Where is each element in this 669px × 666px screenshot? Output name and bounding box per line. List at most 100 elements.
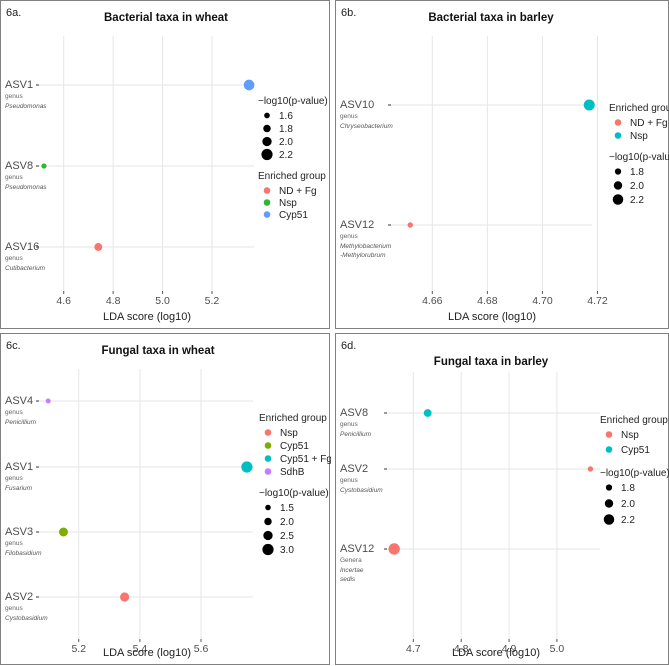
taxon-asv-label: ASV4 xyxy=(5,395,33,407)
data-point-asv3 xyxy=(58,527,68,537)
taxon-name-label: Filobasidium xyxy=(5,550,42,557)
taxon-rank-label: genus xyxy=(5,540,23,547)
color-legend-key xyxy=(264,468,272,475)
panel-6c: 6c. Fungal taxa in wheat 5.2 5.4 5.6 ASV4 ge… xyxy=(0,333,331,665)
size-legend-key xyxy=(263,124,271,133)
panel-6a: 6a. Bacterial taxa in wheat 4.6 4.8 5.0 5.2… xyxy=(0,0,330,329)
x-axis-label: LDA score (log10) xyxy=(103,647,191,659)
x-tick-label: 4.8 xyxy=(454,643,469,655)
panel-6b: 6b. Bacterial taxa in barley 4.66 4.68 4.7… xyxy=(335,0,669,329)
size-legend-key xyxy=(265,504,271,511)
legend: Enriched group Nsp Cyp51 Cyp51 + Fg SdhB −log… xyxy=(259,413,331,556)
plot-background xyxy=(39,36,254,291)
taxon-rank-label: genus xyxy=(5,174,23,181)
size-legend-label: 1.8 xyxy=(621,483,635,494)
color-legend-key xyxy=(614,119,622,126)
color-legend-label: Cyp51 xyxy=(280,441,309,452)
size-legend-label: 2.0 xyxy=(621,499,635,510)
size-legend-label: 1.6 xyxy=(279,111,293,122)
color-legend-label: ND + Fg xyxy=(630,118,668,129)
panel-tag: 6d. xyxy=(341,340,356,352)
data-point-asv16 xyxy=(94,243,103,251)
chart-6b: 6b. Bacterial taxa in barley 4.66 4.68 4.7… xyxy=(340,7,669,323)
size-legend-label: 2.0 xyxy=(630,181,644,192)
x-axis-label: LDA score (log10) xyxy=(448,311,536,323)
taxon-rank-label: genus xyxy=(5,255,23,262)
taxon-rank-label: genus xyxy=(5,605,23,612)
size-legend-key xyxy=(604,499,614,508)
color-legend-label: Cyp51 xyxy=(621,445,650,456)
panel-tag: 6c. xyxy=(6,340,21,352)
taxon-name-label: sedis xyxy=(340,576,356,583)
size-legend-label: 2.2 xyxy=(621,515,635,526)
size-legend-label: 2.0 xyxy=(279,137,293,148)
taxon-rank-label: genus xyxy=(340,233,358,240)
taxon-rank-label: genus xyxy=(5,93,23,100)
color-legend-key xyxy=(264,455,272,462)
plot-area: 4.7 4.8 4.9 5.0 ASV8 genus Penicillium ASV2 genu… xyxy=(340,372,600,655)
taxon-name-label: Penicillium xyxy=(340,431,372,438)
x-tick-label: 4.66 xyxy=(422,295,443,307)
size-legend-label: 1.8 xyxy=(630,167,644,178)
size-legend-label: 3.0 xyxy=(280,545,294,556)
data-point-asv12 xyxy=(407,222,413,228)
color-legend-title: Enriched group xyxy=(600,415,668,426)
taxon-name-label: Pseudomonas xyxy=(5,103,47,110)
plot-background xyxy=(39,369,253,639)
taxon-rank-label: genus xyxy=(340,477,358,484)
x-tick-label: 5.6 xyxy=(194,643,209,655)
size-legend-key xyxy=(603,514,615,525)
size-legend-key xyxy=(613,181,623,190)
size-legend-key xyxy=(262,136,272,147)
taxon-name-label: Cutibacterium xyxy=(5,265,46,272)
color-legend-title: Enriched group xyxy=(259,413,327,424)
taxon-rank-label: Genera xyxy=(340,557,362,564)
panel-tag: 6a. xyxy=(6,7,21,19)
taxon-asv-label: ASV1 xyxy=(5,461,33,473)
color-legend-key xyxy=(263,211,271,218)
data-point-asv1 xyxy=(243,79,255,91)
chart-6c: 6c. Fungal taxa in wheat 5.2 5.4 5.6 ASV4 ge… xyxy=(5,340,331,659)
plot-area: 4.6 4.8 5.0 5.2 ASV1 genus Pseudomonas ASV8 genu… xyxy=(5,36,255,307)
x-tick-label: 5.2 xyxy=(205,295,220,307)
taxon-name-label: Methylobacterium xyxy=(340,243,392,250)
color-legend-label: Nsp xyxy=(621,430,639,441)
chart-6a: 6a. Bacterial taxa in wheat 4.6 4.8 5.0 5.2… xyxy=(5,7,328,323)
data-point-asv8 xyxy=(423,409,432,417)
taxon-asv-label: ASV10 xyxy=(340,99,374,111)
x-tick-label: 5.4 xyxy=(133,643,148,655)
chart-6d: 6d. Fungal taxa in barley 4.7 4.8 4.9 5.0 AS… xyxy=(340,340,669,659)
x-tick-label: 5.0 xyxy=(550,643,565,655)
color-legend-title: Enriched group xyxy=(609,103,669,114)
taxon-name-label: Fusarium xyxy=(5,485,33,492)
size-legend-label: 2.2 xyxy=(630,195,644,206)
size-legend-key xyxy=(264,112,270,119)
taxon-rank-label: genus xyxy=(340,113,358,120)
data-point-asv2 xyxy=(587,466,594,472)
data-point-asv12 xyxy=(388,543,400,555)
plot-area: 5.2 5.4 5.6 ASV4 genus Penicillium ASV1 genus Fu… xyxy=(5,369,253,655)
size-legend-title: −log10(p-value) xyxy=(259,488,329,499)
taxon-asv-label: ASV12 xyxy=(340,543,374,555)
data-point-asv10 xyxy=(583,99,595,111)
plot-area: 4.66 4.68 4.70 4.72 ASV10 genus Chryseobacteri… xyxy=(340,36,608,307)
x-axis-label: LDA score (log10) xyxy=(452,647,540,659)
legend: Enriched group ND + Fg Nsp −log10(p-value) 1… xyxy=(609,103,669,206)
data-point-asv8 xyxy=(41,163,47,169)
taxon-asv-label: ASV8 xyxy=(340,407,368,419)
color-legend-label: Nsp xyxy=(630,131,648,142)
color-legend-key xyxy=(263,199,271,206)
color-legend-key xyxy=(263,187,271,194)
color-legend-label: Nsp xyxy=(279,198,297,209)
size-legend-title: −log10(p-value) xyxy=(600,468,669,479)
taxon-name-label: Cystobasidium xyxy=(340,487,383,494)
legend: −log10(p-value) 1.6 1.8 2.0 2.2 Enriched grou… xyxy=(258,96,328,221)
size-legend-key xyxy=(262,543,274,556)
chart-title: Fungal taxa in barley xyxy=(434,356,549,368)
size-legend-key xyxy=(264,517,272,526)
color-legend-label: Nsp xyxy=(280,428,298,439)
taxon-rank-label: genus xyxy=(5,409,23,416)
x-tick-label: 4.68 xyxy=(477,295,498,307)
chart-title: Fungal taxa in wheat xyxy=(101,345,214,357)
taxon-asv-label: ASV16 xyxy=(5,241,39,253)
